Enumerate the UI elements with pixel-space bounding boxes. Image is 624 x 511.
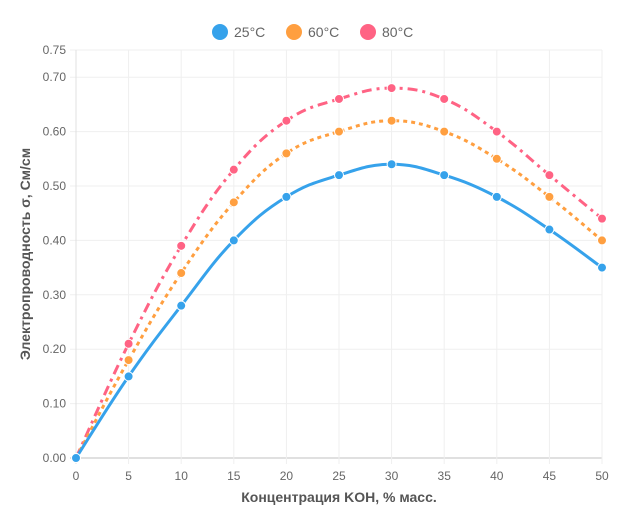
series-line-60c bbox=[74, 119, 603, 459]
data-point bbox=[491, 153, 502, 164]
y-axis-ticks: 0.00 0.10 0.20 0.30 0.40 0.50 0.60 0.70 0.75 bbox=[43, 43, 67, 465]
y-tick-label: 0.20 bbox=[43, 342, 67, 356]
x-tick-label: 25 bbox=[332, 469, 346, 483]
data-point bbox=[491, 126, 502, 137]
x-tick-label: 35 bbox=[438, 469, 452, 483]
y-tick-label: 0.10 bbox=[43, 397, 67, 411]
data-point bbox=[334, 170, 344, 181]
data-point bbox=[597, 213, 607, 224]
y-tick-label: 0.30 bbox=[43, 288, 67, 302]
series-points bbox=[71, 83, 607, 463]
series-line-25c bbox=[74, 162, 603, 459]
data-point bbox=[597, 235, 607, 246]
legend-label: 80°C bbox=[382, 24, 413, 40]
x-tick-label: 10 bbox=[175, 469, 189, 483]
x-tick-label: 20 bbox=[280, 469, 294, 483]
grid-lines bbox=[70, 49, 603, 464]
x-tick-label: 40 bbox=[490, 469, 504, 483]
data-point bbox=[281, 115, 292, 126]
x-tick-label: 0 bbox=[73, 469, 80, 483]
legend-label: 25°C bbox=[234, 24, 265, 40]
data-point bbox=[544, 191, 555, 202]
data-point bbox=[439, 170, 450, 181]
y-tick-label: 0.70 bbox=[43, 70, 67, 84]
data-point bbox=[228, 235, 239, 246]
x-tick-label: 30 bbox=[385, 469, 399, 483]
x-tick-label: 50 bbox=[595, 469, 609, 483]
legend-marker-icon bbox=[212, 24, 228, 40]
x-tick-label: 15 bbox=[227, 469, 241, 483]
y-tick-label: 0.60 bbox=[43, 125, 67, 139]
y-axis-title: Электропроводность σ, См/см bbox=[17, 148, 33, 360]
legend: 25°C 60°C 80°C bbox=[212, 24, 413, 40]
data-point bbox=[176, 300, 187, 311]
data-point bbox=[334, 93, 344, 104]
data-point bbox=[123, 371, 134, 382]
data-point bbox=[176, 240, 187, 251]
data-point bbox=[491, 191, 502, 202]
data-point bbox=[544, 224, 555, 235]
y-tick-label: 0.00 bbox=[43, 451, 67, 465]
legend-marker-icon bbox=[360, 24, 376, 40]
legend-label: 60°C bbox=[308, 24, 339, 40]
data-point bbox=[123, 338, 134, 349]
data-point bbox=[439, 93, 450, 104]
legend-item: 80°C bbox=[360, 24, 413, 40]
data-point bbox=[281, 148, 292, 159]
series-line-80c bbox=[74, 86, 603, 459]
series-lines bbox=[74, 86, 603, 459]
data-point bbox=[544, 170, 555, 181]
data-point bbox=[176, 268, 187, 279]
y-tick-label: 0.50 bbox=[43, 179, 67, 193]
legend-marker-icon bbox=[286, 24, 302, 40]
data-point bbox=[386, 83, 397, 94]
data-point bbox=[597, 262, 607, 273]
data-point bbox=[228, 164, 239, 175]
legend-item: 25°C bbox=[212, 24, 265, 40]
x-tick-label: 45 bbox=[543, 469, 557, 483]
x-tick-label: 5 bbox=[125, 469, 132, 483]
y-tick-label: 0.75 bbox=[43, 43, 67, 57]
data-point bbox=[123, 355, 134, 366]
data-point bbox=[386, 159, 397, 170]
x-axis-ticks: 0 5 10 15 20 25 30 35 40 45 50 bbox=[73, 469, 609, 483]
data-point bbox=[71, 453, 81, 463]
data-point bbox=[228, 197, 239, 208]
x-axis-title: Концентрация KOH, % масс. bbox=[241, 489, 437, 505]
data-point bbox=[281, 191, 292, 202]
legend-item: 60°C bbox=[286, 24, 339, 40]
data-point bbox=[439, 126, 450, 137]
data-point bbox=[386, 115, 397, 126]
y-tick-label: 0.40 bbox=[43, 233, 67, 247]
data-point bbox=[334, 126, 344, 137]
